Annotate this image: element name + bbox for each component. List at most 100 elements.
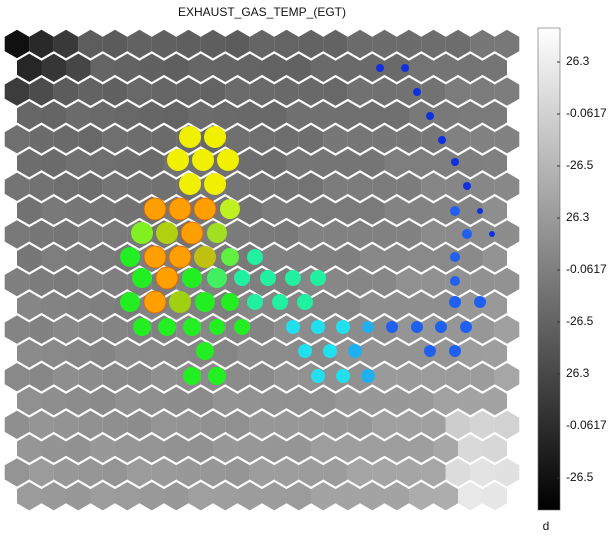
hex-cell [102, 77, 128, 106]
hex-cell [311, 148, 336, 178]
hex-cell [102, 125, 128, 154]
hex-cell [17, 53, 42, 82]
hit-marker [336, 369, 350, 383]
hex-cell [200, 410, 226, 439]
hex-cell [102, 458, 128, 487]
hex-cell [298, 172, 324, 201]
hex-cell [249, 315, 275, 344]
hex-cell [127, 29, 152, 59]
hex-cell [127, 458, 152, 487]
hex-cell [237, 386, 262, 416]
colorbar-tick-label: -0.0617 [566, 262, 607, 276]
hex-cell [347, 125, 373, 154]
hex-cell [225, 77, 250, 106]
hex-cell [335, 196, 360, 225]
hex-cell [29, 458, 54, 487]
hex-cell [372, 458, 397, 487]
hex-cell [78, 125, 103, 154]
hex-cell [298, 29, 324, 59]
hex-cell [347, 172, 373, 201]
hex-cell [213, 339, 238, 368]
hex-cell [335, 386, 360, 416]
hex-cell [482, 53, 507, 82]
hit-marker [449, 296, 461, 308]
hex-cell [323, 29, 348, 59]
hex-cell [372, 125, 397, 154]
hex-cell [274, 410, 299, 439]
hex-cell [445, 125, 471, 154]
hex-cell [298, 125, 324, 154]
hex-cell [151, 125, 177, 154]
hex-cell [127, 77, 152, 106]
hit-marker [220, 199, 240, 219]
hex-cell [286, 101, 311, 130]
hit-marker [143, 290, 167, 314]
hit-marker [247, 294, 263, 310]
hex-cell [372, 363, 397, 392]
hex-cell [458, 339, 483, 368]
hex-cell [335, 291, 360, 320]
hex-cell [102, 315, 128, 344]
hex-cell [396, 172, 422, 201]
hex-cell [311, 291, 336, 320]
hex-cell [445, 410, 471, 439]
hit-marker [362, 321, 374, 333]
hex-cell [4, 315, 30, 344]
hex-cell [29, 172, 54, 201]
hex-cell [115, 196, 140, 225]
hex-cell [225, 458, 250, 487]
hex-cell [237, 101, 262, 130]
hex-cell [262, 339, 287, 368]
hex-cell [200, 29, 226, 59]
hex-cell [41, 434, 66, 463]
hex-cell [29, 77, 54, 106]
hex-cell [286, 148, 311, 178]
hex-cell [433, 244, 458, 273]
hex-cell [384, 386, 409, 416]
hex-cell [470, 410, 495, 439]
hex-cell [102, 172, 128, 201]
hex-cell [458, 482, 483, 511]
hex-cell [421, 29, 446, 59]
hex-cell [127, 410, 152, 439]
hex-cell [41, 339, 66, 368]
hex-cell [53, 125, 79, 154]
hex-cell [409, 148, 434, 178]
hex-cell [164, 386, 189, 416]
hit-marker [207, 223, 227, 243]
hex-cell [433, 101, 458, 130]
hit-marker [336, 320, 350, 334]
hex-cell [17, 434, 42, 463]
colorbar [537, 27, 561, 511]
hex-cell [4, 77, 30, 106]
hex-cell [482, 244, 507, 273]
hex-cell [53, 315, 79, 344]
hex-cell [4, 220, 30, 249]
hex-cell [90, 148, 115, 178]
hex-cell [151, 29, 177, 59]
hex-cell [90, 386, 115, 416]
hex-cell [66, 53, 91, 82]
colorbar-tick-label: -26.5 [566, 470, 594, 484]
hex-cell [115, 148, 140, 178]
hit-marker [462, 229, 472, 239]
hex-cell [433, 196, 458, 225]
hex-cell [17, 291, 42, 320]
hit-marker [311, 369, 325, 383]
hex-cell [335, 101, 360, 130]
hit-marker [234, 270, 250, 286]
hex-cell [225, 29, 250, 59]
hex-cell [17, 339, 42, 368]
hex-cell [78, 172, 103, 201]
hex-cell [66, 386, 91, 416]
hex-cell [78, 220, 103, 249]
hex-cell [213, 482, 238, 511]
hex-cell [445, 172, 471, 201]
hit-markers [120, 64, 495, 385]
hex-cell [115, 482, 140, 511]
hex-cell [102, 410, 128, 439]
hex-cell [200, 77, 226, 106]
hex-cell [151, 458, 177, 487]
hex-grid [4, 29, 520, 511]
colorbar-tick-label: 26.3 [566, 54, 590, 68]
